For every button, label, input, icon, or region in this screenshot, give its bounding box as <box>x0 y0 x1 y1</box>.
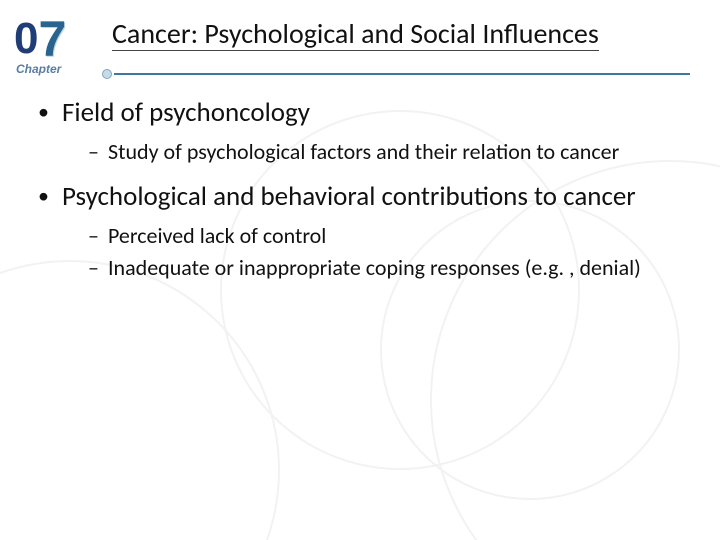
bullet-level1-text: Psychological and behavioral contributio… <box>62 181 636 214</box>
divider-dot-icon <box>102 69 112 79</box>
header-divider <box>18 67 690 81</box>
bullet-level1: • Psychological and behavioral contribut… <box>38 181 682 283</box>
bullet-dot-icon: • <box>38 97 62 126</box>
chapter-number-zero: 0 <box>14 17 36 61</box>
chapter-number-digit: 7 <box>38 14 64 64</box>
slide-header: 0 7 Chapter Cancer: Psychological and So… <box>0 0 720 81</box>
bullet-dot-icon: • <box>38 181 62 210</box>
slide-content: • Field of psychoncology – Study of psyc… <box>0 81 720 283</box>
bullet-level2: – Inadequate or inappropriate coping res… <box>88 254 682 283</box>
bullet-dash-icon: – <box>88 138 108 167</box>
bullet-level2: – Study of psychological factors and the… <box>88 138 682 167</box>
bullet-level2-text: Inadequate or inappropriate coping respo… <box>108 254 641 283</box>
bullet-level2-text: Perceived lack of control <box>108 222 326 251</box>
bullet-level2: – Perceived lack of control <box>88 222 682 251</box>
chapter-number: 0 7 <box>14 14 64 64</box>
divider-line <box>114 73 690 75</box>
bullet-dash-icon: – <box>88 254 108 283</box>
bullet-level1-text: Field of psychoncology <box>62 97 310 130</box>
slide: 0 7 Chapter Cancer: Psychological and So… <box>0 0 720 540</box>
bullet-dash-icon: – <box>88 222 108 251</box>
title-box: Cancer: Psychological and Social Influen… <box>112 18 690 57</box>
bullet-level1: • Field of psychoncology – Study of psyc… <box>38 97 682 167</box>
bullet-level2-text: Study of psychological factors and their… <box>108 138 619 167</box>
slide-title: Cancer: Psychological and Social Influen… <box>112 18 599 51</box>
